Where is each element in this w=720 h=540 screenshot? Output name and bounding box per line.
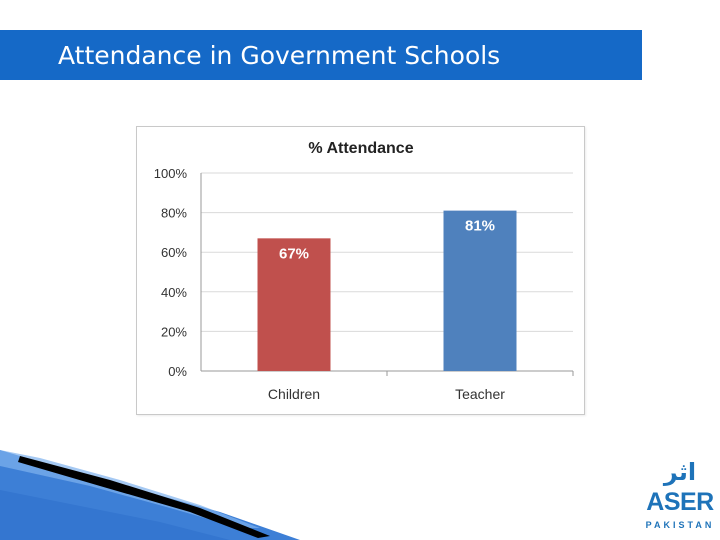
decorative-swoosh xyxy=(0,450,300,540)
logo-country: PAKISTAN xyxy=(645,520,715,530)
chart-title: % Attendance xyxy=(308,140,413,157)
y-tick-label: 60% xyxy=(161,245,187,260)
y-tick-label: 100% xyxy=(154,166,188,181)
y-tick-label: 0% xyxy=(168,364,187,379)
data-label: 67% xyxy=(279,245,309,262)
slide-title: Attendance in Government Schools xyxy=(58,40,501,70)
y-tick-label: 20% xyxy=(161,324,187,339)
chart-container: % Attendance 0% 20% 40% 60% 80% 100% 67% Childr… xyxy=(136,126,585,415)
bar-children xyxy=(257,238,331,371)
logo-name: ASER xyxy=(646,488,714,516)
aser-logo: اثر ASER PAKISTAN xyxy=(644,456,716,534)
y-tick-label: 40% xyxy=(161,285,187,300)
slide-title-bar: Attendance in Government Schools xyxy=(0,30,642,80)
bar-chart: % Attendance 0% 20% 40% 60% 80% 100% 67% Childr… xyxy=(154,140,574,402)
bar-teacher xyxy=(443,210,517,371)
x-tick-label: Children xyxy=(268,386,320,402)
y-tick-label: 80% xyxy=(161,206,187,221)
logo-urdu-text: اثر xyxy=(663,458,697,486)
x-tick-label: Teacher xyxy=(455,386,505,402)
data-label: 81% xyxy=(465,218,495,235)
